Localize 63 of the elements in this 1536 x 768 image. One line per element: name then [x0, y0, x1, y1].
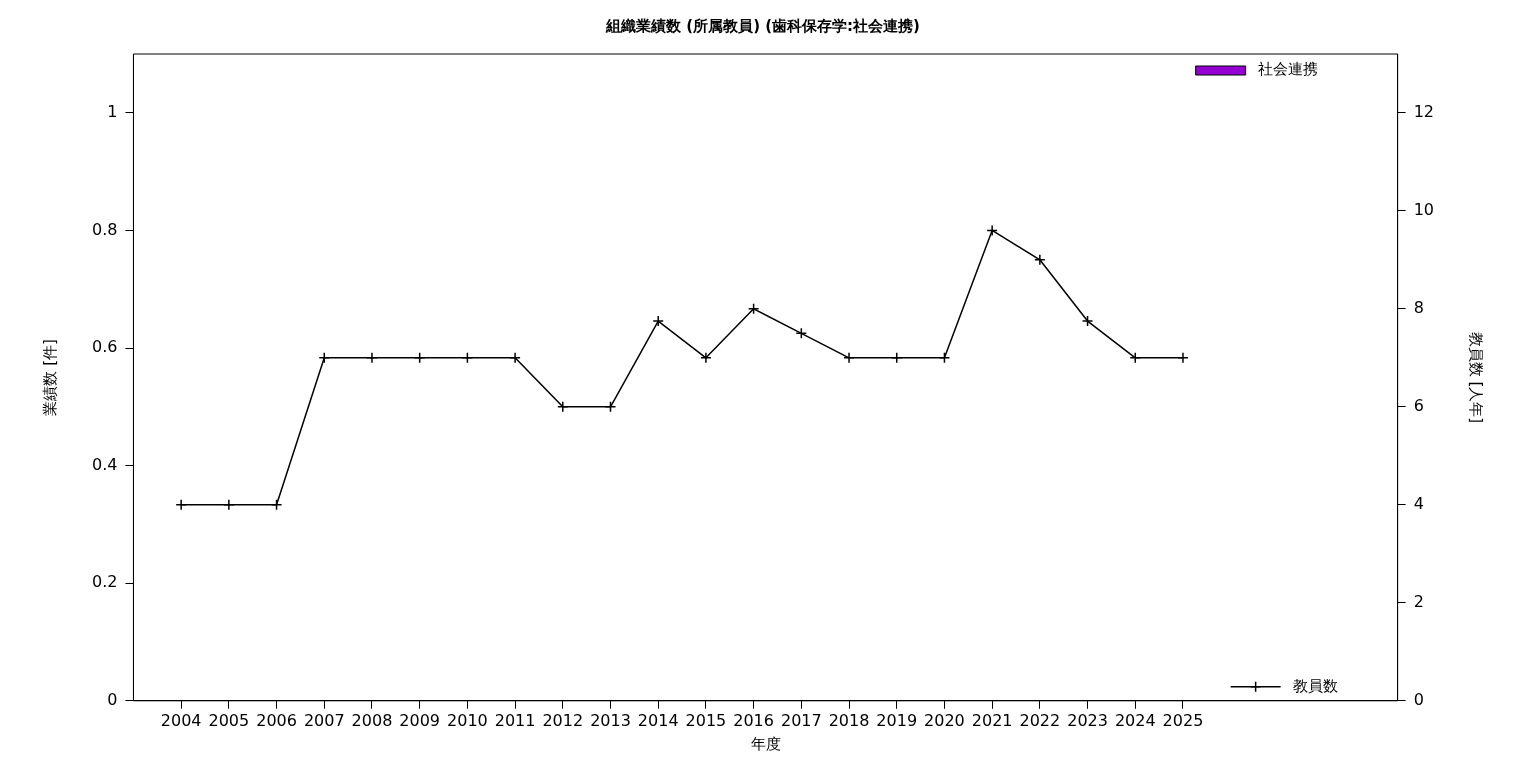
- x-tick-label: 2009: [399, 710, 441, 730]
- y2-tick-label: 2: [1413, 591, 1424, 611]
- x-tick-label: 2010: [447, 710, 488, 730]
- x-tick-label: 2004: [160, 710, 202, 730]
- x-tick-label: 2024: [1114, 710, 1156, 730]
- point: [1177, 352, 1189, 364]
- point: [175, 499, 187, 511]
- point: [890, 352, 903, 364]
- point: [366, 352, 378, 364]
- point: [1034, 254, 1046, 266]
- y2-axis-title: 教員数 [人年]: [1467, 331, 1486, 424]
- point: [795, 327, 808, 340]
- y2-tick-label: 6: [1413, 395, 1424, 415]
- y2-tick-label: 10: [1413, 199, 1434, 219]
- y2-tick-label: 4: [1413, 493, 1424, 513]
- y-tick-label: 0.4: [91, 454, 118, 474]
- point: [843, 352, 855, 364]
- x-tick-label: 2006: [256, 710, 297, 730]
- legend-label: 教員数: [1292, 676, 1338, 695]
- x-tick-label: 2023: [1067, 710, 1108, 730]
- point: [604, 401, 617, 413]
- y-tick-label: 0.6: [91, 337, 118, 357]
- y2-tick-label: 12: [1413, 101, 1434, 121]
- point: [557, 401, 569, 413]
- point: [1081, 315, 1094, 327]
- x-tick-label: 2022: [1019, 710, 1061, 730]
- chart-title: 組織業績数 (所属教員) (歯科保存学:社会連携): [605, 16, 920, 35]
- y-tick-label: 1: [107, 101, 118, 121]
- y-tick-label: 0.2: [91, 572, 118, 592]
- x-tick-label: 2020: [924, 710, 965, 730]
- point: [461, 352, 474, 364]
- point: [413, 352, 426, 364]
- x-tick-label: 2005: [208, 710, 250, 730]
- y-tick-label: 0.8: [91, 219, 118, 239]
- x-tick-label: 2017: [780, 710, 822, 730]
- point: [318, 352, 331, 364]
- point: [986, 224, 998, 237]
- point: [509, 352, 521, 364]
- point: [223, 499, 235, 511]
- y-tick-label: 0: [107, 689, 118, 709]
- y-axis-title: 業績数 [件]: [40, 339, 59, 416]
- x-tick-label: 2008: [351, 710, 393, 730]
- x-tick-label: 2007: [303, 710, 345, 730]
- x-tick-label: 2011: [494, 710, 536, 730]
- x-tick-label: 2016: [733, 710, 774, 730]
- x-axis-title: 年度: [750, 734, 781, 753]
- x-tick-label: 2014: [637, 710, 679, 730]
- point: [652, 315, 664, 327]
- x-tick-label: 2018: [828, 710, 870, 730]
- x-tick-label: 2019: [876, 710, 918, 730]
- x-tick-label: 2015: [685, 710, 727, 730]
- legend-label: 社会連携: [1257, 59, 1318, 78]
- x-tick-label: 2013: [590, 710, 631, 730]
- x-tick-label: 2012: [542, 710, 584, 730]
- point: [270, 499, 283, 511]
- point: [1129, 352, 1142, 364]
- y2-tick-label: 8: [1413, 297, 1424, 317]
- x-tick-label: 2025: [1162, 710, 1204, 730]
- point: [747, 303, 760, 315]
- point: [700, 352, 712, 364]
- point: [938, 352, 951, 364]
- x-tick-label: 2021: [971, 710, 1013, 730]
- y2-tick-label: 0: [1413, 689, 1424, 709]
